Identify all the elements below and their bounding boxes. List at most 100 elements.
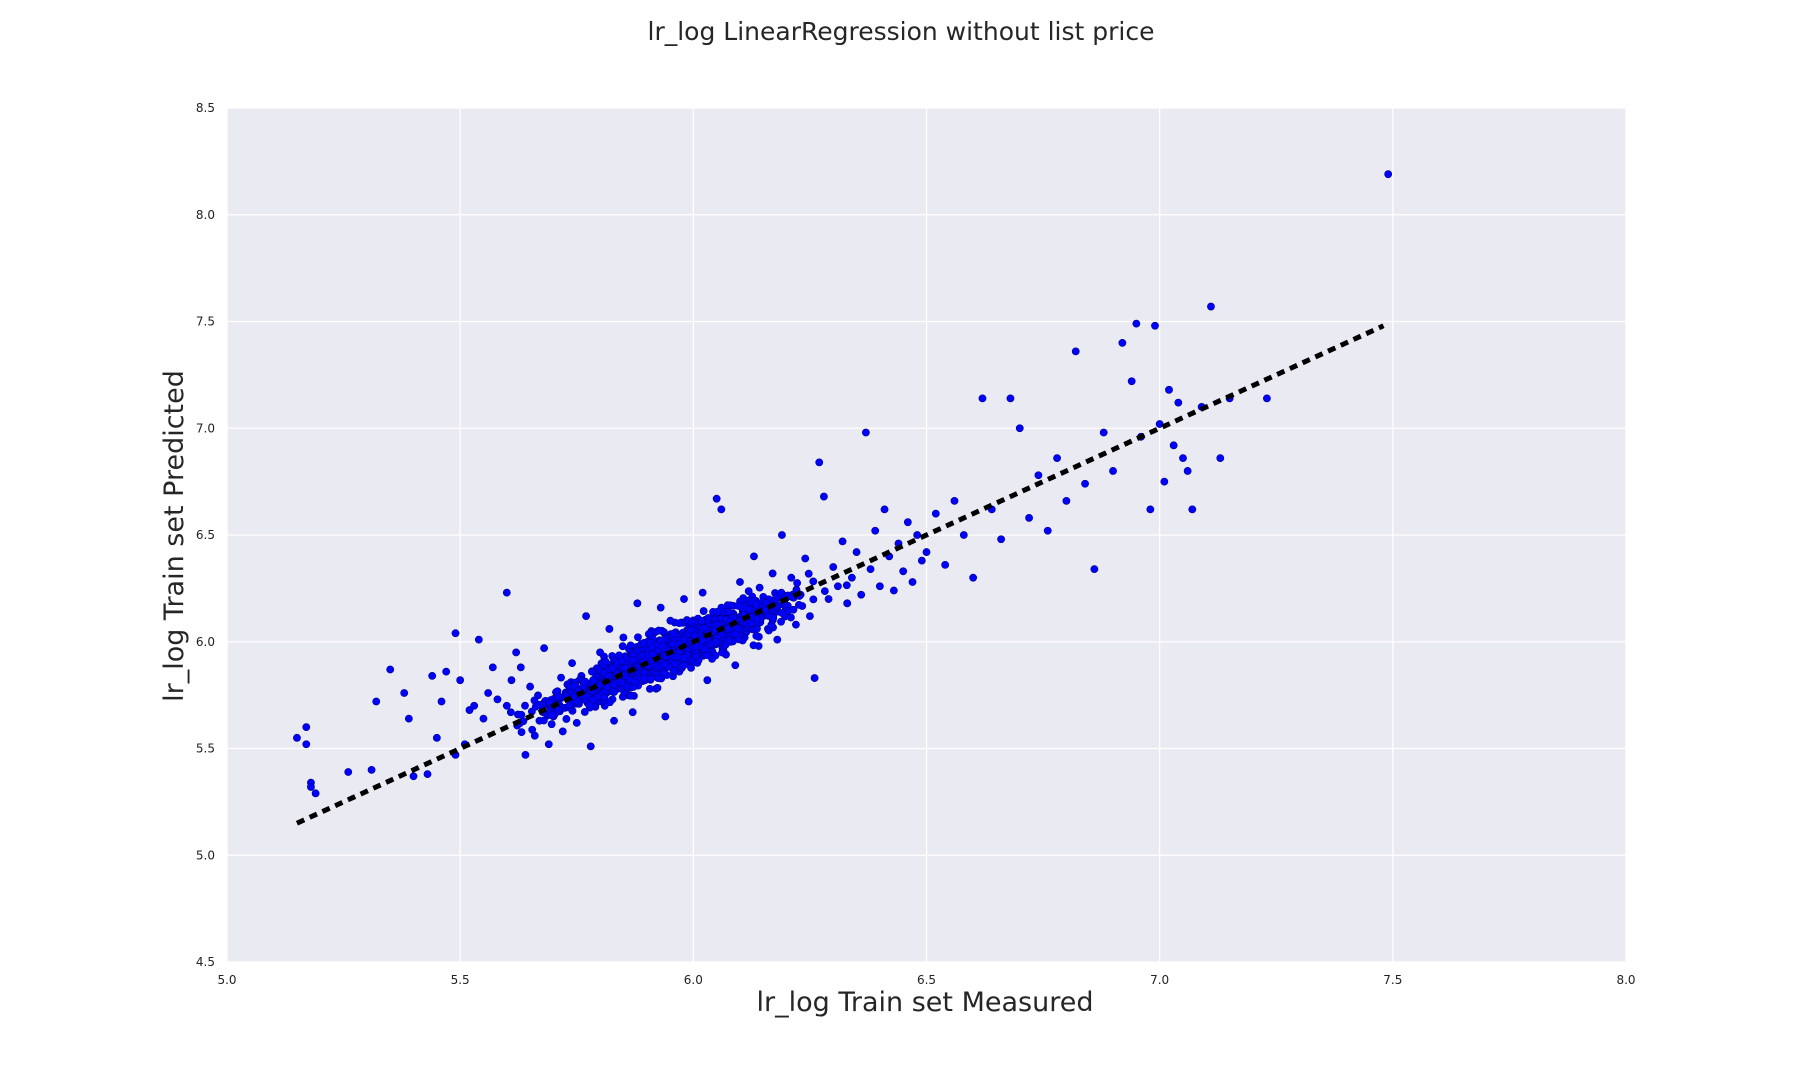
scatter-point [809,577,818,586]
scatter-point [400,689,409,697]
scatter-point [1384,170,1393,179]
scatter-point [724,636,733,645]
scatter-point [701,645,710,654]
scatter-point [653,683,662,692]
scatter-point [713,607,722,616]
scatter-point [789,605,798,614]
scatter-point [787,573,796,582]
scatter-point [1034,471,1043,480]
scatter-point [544,740,553,749]
scatter-point [521,751,530,759]
scatter-point [648,642,657,651]
scatter-point [372,697,381,706]
scatter-point [777,617,785,626]
scatter-point [519,717,528,726]
scatter-point [1118,338,1127,347]
scatter-point [554,692,563,701]
scatter-point [628,708,637,717]
scatter-point [1160,477,1169,486]
scatter-point [668,639,677,648]
x-tick-label: 7.5 [1383,973,1402,987]
scatter-point [1081,479,1089,488]
scatter-point [749,641,758,650]
scatter-point [344,768,353,776]
scatter-point [718,648,726,657]
scatter-point [671,660,680,668]
scatter-point [502,701,511,710]
scatter-point [795,600,803,609]
scatter-point [700,624,709,633]
scatter-point [617,656,626,665]
scatter-point [1155,420,1164,428]
scatter-point [386,665,395,674]
scatter-point [1174,398,1183,407]
scatter-point [633,599,642,608]
scatter-point [572,718,581,727]
scatter-point [773,635,782,644]
scatter-point [777,588,786,597]
grid-lines [226,107,1627,963]
scatter-point [493,695,502,704]
scatter-point [809,595,818,604]
scatter-point [666,616,675,625]
scatter-point [656,603,665,612]
scatter-point [558,727,567,736]
scatter-point [750,552,758,561]
scatter-point [1183,467,1192,475]
scatter-point [697,616,706,625]
scatter-point [820,587,829,596]
scatter-point [861,428,870,437]
scatter-point [1127,377,1136,386]
scatter-point [880,505,889,514]
y-tick-label: 7.0 [196,421,215,435]
x-axis-label: lr_log Train set Measured [757,987,1094,1018]
scatter-point [1006,394,1015,403]
scatter-point [432,733,441,742]
scatter-point [787,613,795,622]
scatter-point [724,607,733,616]
scatter-point [684,697,693,706]
scatter-point [969,573,978,582]
scatter-point [1132,319,1141,328]
scatter-point [778,531,786,539]
scatter-point [1099,428,1108,437]
scatter-point [1090,565,1099,574]
scatter-point [640,674,649,683]
scatter-point [744,587,753,596]
scatter-point [539,716,548,725]
scatter-point [517,710,526,719]
scatter-point [687,626,695,635]
scatter-point [646,684,654,693]
scatter-point [847,573,856,582]
scatter-point [618,642,627,651]
y-tick-label: 8.0 [196,208,215,222]
scatter-point [712,637,720,646]
scatter-point [507,676,516,685]
scatter-point [708,654,716,663]
scatter-point [1188,505,1197,514]
scatter-point [755,583,764,592]
scatter-points [293,170,1393,798]
scatter-point [875,582,884,591]
scatter-point [838,537,847,546]
scatter-point [1263,394,1271,403]
scatter-point [631,677,640,686]
scatter-point [302,740,311,749]
scatter-point [617,678,626,687]
scatter-point [600,693,609,702]
scatter-point [367,765,376,774]
scatter-point [404,714,413,723]
y-tick-label: 8.5 [196,101,215,115]
scatter-point [502,588,511,597]
scatter-point [610,716,618,725]
scatter-point [293,733,301,742]
scatter-point [580,708,589,716]
scatter-point [899,567,908,576]
x-axis-ticks: 5.0 5.5 6.0 6.5 7.0 7.5 8.0 [217,973,1635,987]
scatter-point [669,629,678,638]
scatter-point [698,588,707,597]
y-tick-label: 5.5 [196,742,215,756]
scatter-point [917,556,926,565]
scatter-point [484,689,493,697]
scatter-point [1165,385,1173,394]
